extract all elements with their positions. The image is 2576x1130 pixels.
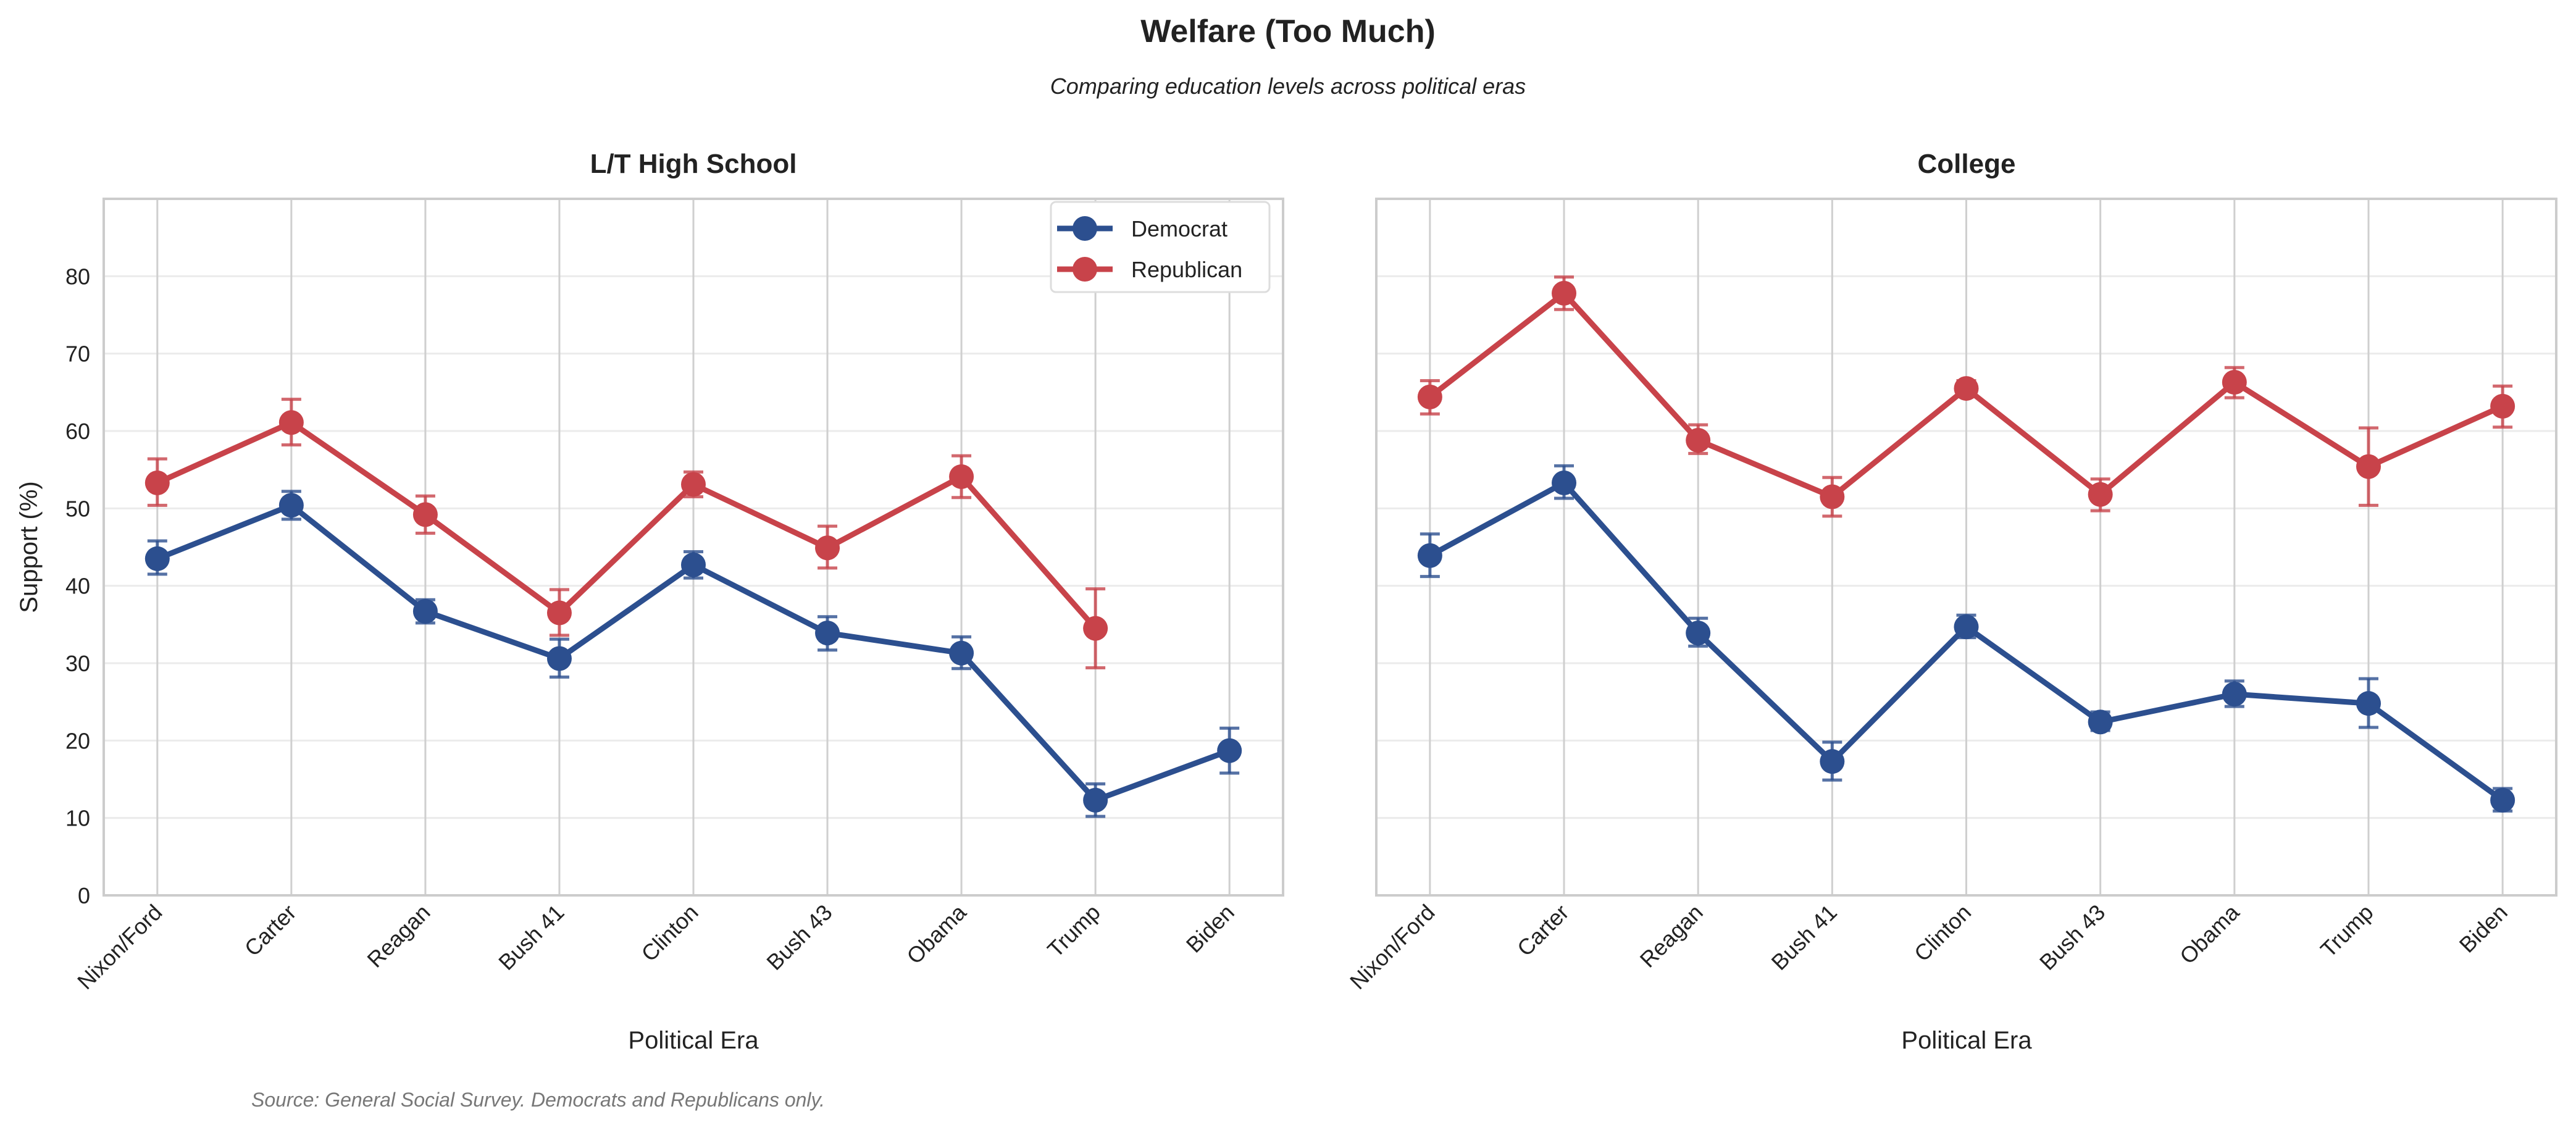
panel-title-left: L/T High School [590,149,797,179]
legend-marker [1073,216,1097,241]
data-point-democrat [2490,787,2515,813]
data-point-republican [1686,428,1711,453]
y-tick-label: 40 [65,574,90,599]
data-point-republican [1954,376,1979,401]
data-point-democrat [1417,543,1442,568]
axes-frame [1375,198,2557,897]
legend-marker [1073,257,1097,282]
data-point-democrat [144,546,170,571]
x-tick-label: Bush 43 [2034,900,2110,975]
y-tick-label: 60 [65,419,90,444]
panel-0: 0 10 20 30 40 50 60 70 80 Nixon/Ford Carter Reagan B… [65,198,1284,994]
data-point-republican [2222,370,2247,395]
x-tick-label: Biden [2454,900,2512,958]
data-point-republican [412,502,438,527]
legend: Democrat Republican [1050,201,1271,293]
x-tick-label: Clinton [636,900,703,966]
data-point-republican [278,410,304,435]
series-line-republican [156,419,1098,630]
data-point-democrat [815,621,840,646]
data-point-democrat [1954,614,1979,640]
source-note: Source: General Social Survey. Democrats… [251,1089,825,1111]
data-point-republican [144,470,170,495]
data-point-republican [1820,484,1845,509]
x-tick-label: Nixon/Ford [72,900,167,994]
y-tick-label: 30 [65,651,90,676]
x-tick-label: Bush 43 [761,900,837,975]
y-tick-label: 0 [78,883,90,908]
data-point-democrat [1217,738,1242,763]
data-point-democrat [1552,470,1577,495]
y-tick-label: 50 [65,496,90,521]
data-point-democrat [278,493,304,518]
data-point-republican [2356,454,2381,479]
x-tick-label: Trump [2315,900,2378,963]
y-tick-label: 70 [65,341,90,367]
x-tick-label: Reagan [1635,900,1708,973]
data-point-democrat [949,640,974,666]
legend-label: Democrat [1131,216,1227,241]
x-tick-label: Trump [1042,900,1105,963]
axes-frame [102,198,1284,897]
x-tick-label: Bush 41 [493,900,569,975]
y-tick-label: 80 [65,264,90,289]
legend-label: Republican [1131,257,1242,282]
data-point-republican [1552,280,1577,306]
x-tick-label: Carter [240,900,301,961]
x-tick-label: Bush 41 [1767,900,1842,975]
x-axis-label-left: Political Era [628,1027,759,1054]
data-point-democrat [2356,691,2381,716]
data-point-democrat [1820,749,1845,774]
data-point-republican [949,464,974,489]
data-point-democrat [546,646,572,671]
y-tick-label: 10 [65,806,90,831]
y-axis-label: Support (%) [15,481,43,613]
x-tick-label: Biden [1181,900,1239,958]
panel-1: Nixon/Ford Carter Reagan Bush 41 Clinton Bush… [1345,198,2557,994]
x-tick-label: Carter [1512,900,1574,961]
data-point-republican [546,600,572,626]
x-tick-label: Reagan [362,900,435,973]
x-tick-label: Obama [2175,899,2244,969]
data-point-democrat [1083,787,1108,813]
data-point-republican [2088,482,2113,507]
data-point-republican [2490,393,2515,419]
y-tick-label: 20 [65,728,90,753]
x-tick-label: Nixon/Ford [1345,900,1439,994]
figure-title: Welfare (Too Much) [1140,14,1436,49]
data-point-republican [1417,384,1442,409]
data-point-democrat [681,552,706,577]
data-point-democrat [2222,682,2247,707]
data-point-democrat [412,599,438,624]
x-tick-label: Clinton [1909,900,1976,966]
panel-title-right: College [1918,149,2016,179]
x-axis-label-right: Political Era [1901,1027,2032,1054]
data-point-republican [1083,616,1108,641]
data-point-democrat [1686,621,1711,646]
figure-subtitle: Comparing education levels across politi… [1050,73,1526,99]
data-point-republican [815,535,840,561]
data-point-republican [681,472,706,497]
x-tick-label: Obama [901,899,971,969]
data-point-democrat [2088,709,2113,735]
